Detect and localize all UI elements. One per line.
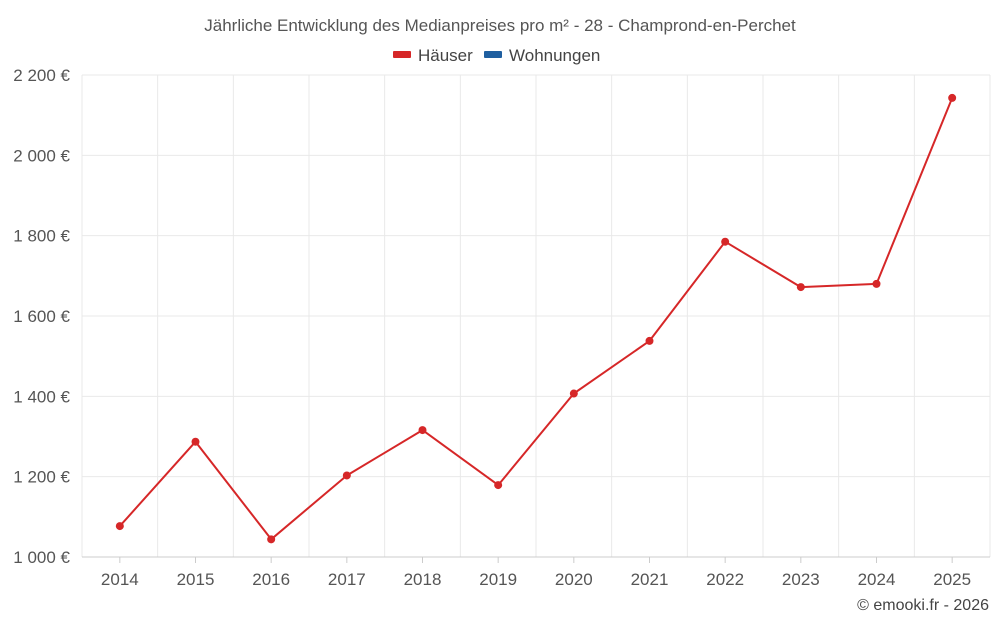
y-tick-label: 1 600 €	[13, 307, 70, 326]
series-group	[115, 93, 957, 544]
gridlines	[81, 74, 991, 558]
data-point-haeuser[interactable]	[191, 437, 200, 446]
x-tick-label: 2018	[404, 570, 442, 589]
x-tick-label: 2017	[328, 570, 366, 589]
y-tick-label: 1 200 €	[13, 468, 70, 487]
data-point-haeuser[interactable]	[721, 237, 730, 246]
x-axis: 2014 2015 2016 2017 2018 2019 2020 2021 2022 2023…	[82, 556, 990, 589]
data-point-haeuser[interactable]	[872, 279, 881, 288]
credit-text: © emooki.fr - 2026	[857, 597, 989, 614]
legend-swatch-haeuser	[393, 51, 411, 58]
data-point-haeuser[interactable]	[494, 481, 503, 490]
data-point-haeuser[interactable]	[569, 389, 578, 398]
x-tick-label: 2015	[177, 570, 215, 589]
data-point-haeuser[interactable]	[418, 426, 427, 435]
x-tick-label: 2022	[706, 570, 744, 589]
legend-swatch-wohnungen	[484, 51, 502, 58]
x-tick-label: 2023	[782, 570, 820, 589]
legend: Häuser Wohnungen	[393, 46, 600, 65]
y-tick-label: 2 200 €	[13, 66, 70, 85]
legend-item-wohnungen[interactable]: Wohnungen	[484, 46, 600, 65]
data-point-haeuser[interactable]	[267, 535, 276, 544]
x-tick-label: 2020	[555, 570, 593, 589]
data-point-haeuser[interactable]	[115, 522, 124, 531]
x-tick-label: 2014	[101, 570, 139, 589]
x-tick-label: 2025	[933, 570, 971, 589]
y-tick-label: 1 400 €	[13, 387, 70, 406]
legend-item-haeuser[interactable]: Häuser	[393, 46, 473, 65]
series-line-haeuser	[119, 97, 954, 541]
y-tick-label: 1 000 €	[13, 548, 70, 567]
y-tick-label: 1 800 €	[13, 227, 70, 246]
data-point-haeuser[interactable]	[948, 93, 957, 102]
legend-label-wohnungen: Wohnungen	[509, 46, 600, 65]
x-tick-label: 2024	[858, 570, 896, 589]
x-tick-label: 2016	[252, 570, 290, 589]
x-tick-label: 2019	[479, 570, 517, 589]
data-point-haeuser[interactable]	[796, 283, 805, 292]
y-tick-label: 2 000 €	[13, 146, 70, 165]
data-point-haeuser[interactable]	[342, 471, 351, 480]
y-axis: 1 000 € 1 200 € 1 400 € 1 600 € 1 800 € 2 000…	[13, 66, 70, 567]
data-point-haeuser[interactable]	[645, 336, 654, 345]
legend-label-haeuser: Häuser	[418, 46, 473, 65]
chart-title: Jährliche Entwicklung des Medianpreises …	[204, 16, 796, 35]
x-tick-label: 2021	[631, 570, 669, 589]
